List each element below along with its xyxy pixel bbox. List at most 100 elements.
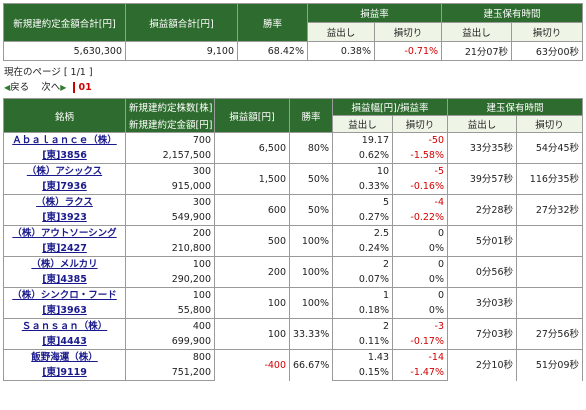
stock-code-link[interactable]: [東]7936 (42, 181, 87, 192)
stock-name-link[interactable]: （株）ラクス (36, 197, 93, 208)
summary-subheader-hold-profit: 益出し (441, 22, 513, 42)
table-row: （株）アウトソーシング 200 500 100% 2.5 0 5分01秒 (3, 225, 584, 257)
hold-loss-cell: 54分45秒 (515, 132, 584, 164)
shares-cell: 800 (125, 349, 215, 365)
back-arrow-icon: ◀ (4, 83, 11, 92)
stock-code-link[interactable]: [東]3963 (42, 305, 87, 316)
hold-profit-cell: 39分57秒 (447, 163, 517, 195)
amount-cell: 210,800 (125, 241, 215, 257)
pl-cell: 1,500 (214, 163, 290, 195)
pl-rate-profit-cell: 0.11% (332, 334, 393, 350)
amount-cell: 290,200 (125, 272, 215, 288)
summary-pl-rate-loss: -0.71% (373, 41, 443, 61)
win-rate-cell: 50% (289, 194, 333, 226)
table-row: [東]2427 210,800 0.24% 0% (3, 241, 583, 257)
stock-code-link[interactable]: [東]4443 (42, 336, 87, 347)
win-rate-cell: 80% (289, 132, 333, 164)
stock-name-link[interactable]: Ａｂａｌａｎｃｅ（株） (12, 135, 117, 146)
summary-subheader-hold-loss: 損切り (511, 22, 584, 42)
pl-width-profit-cell: 2 (332, 318, 393, 334)
page-number-current[interactable]: 01 (73, 82, 92, 93)
pl-width-loss-cell: -4 (392, 194, 448, 210)
pl-rate-loss-cell: -1.47% (392, 365, 448, 381)
table-row: （株）アシックス 300 1,500 50% 10 -5 39分57秒 116分35秒 (3, 163, 584, 195)
shares-cell: 300 (125, 194, 215, 210)
pl-cell: 600 (214, 194, 290, 226)
detail-subheader-profit: 益出し (332, 115, 393, 133)
summary-header-pl-rate: 損益率 (306, 3, 443, 23)
pl-width-loss-cell: 0 (392, 225, 448, 241)
shares-cell: 700 (125, 132, 215, 148)
table-row: Ｓａｎｓａｎ（株） 400 100 33.33% 2 -3 7分03秒 27分56秒 (3, 318, 584, 350)
win-rate-cell: 100% (289, 287, 333, 319)
detail-header-pl-width: 損益幅[円]/損益率 (332, 98, 448, 116)
detail-header-pl: 損益額[円] (214, 98, 290, 133)
stock-name-link[interactable]: （株）アウトソーシング (12, 228, 117, 239)
pl-width-loss-cell: 0 (392, 256, 448, 272)
stock-code-link[interactable]: [東]3923 (42, 212, 87, 223)
next-link[interactable]: 次へ (41, 82, 61, 93)
pl-width-loss-cell: -3 (392, 318, 448, 334)
pager: 現在のページ [ 1/1 ] ◀戻る 次へ▶ 01 (4, 66, 93, 94)
stock-code-link[interactable]: [東]3856 (42, 150, 87, 161)
pl-width-profit-cell: 1.43 (332, 349, 393, 365)
table-row: [東]3923 549,900 0.27% -0.22% (3, 210, 583, 226)
pl-width-profit-cell: 1 (332, 287, 393, 303)
summary-header-total-pl: 損益額合計[円] (125, 3, 238, 42)
win-rate-cell: 33.33% (289, 318, 333, 350)
stock-name-link[interactable]: （株）アシックス (26, 166, 103, 177)
table-row: [東]9119 751,200 0.15% -1.47% (3, 365, 583, 381)
pl-width-loss-cell: -14 (392, 349, 448, 365)
pl-rate-loss-cell: -0.17% (392, 334, 448, 350)
hold-loss-cell: 116分35秒 (515, 163, 584, 195)
win-rate-cell: 100% (289, 256, 333, 288)
pl-rate-profit-cell: 0.27% (332, 210, 393, 226)
stock-name-link[interactable]: 飯野海運（株） (31, 352, 98, 363)
shares-cell: 100 (125, 256, 215, 272)
win-rate-cell: 50% (289, 163, 333, 195)
back-link[interactable]: 戻る (10, 82, 30, 93)
stock-code-link[interactable]: [東]9119 (42, 367, 87, 378)
stock-name-link[interactable]: （株）シンクロ・フード (12, 290, 117, 301)
pl-rate-profit-cell: 0.24% (332, 241, 393, 257)
amount-cell: 55,800 (125, 303, 215, 319)
pl-rate-loss-cell: 0% (392, 272, 448, 288)
table-row: 飯野海運（株） 800 -400 66.67% 1.43 -14 2分10秒 51分09秒 (3, 349, 584, 381)
pl-rate-profit-cell: 0.62% (332, 148, 393, 164)
pl-rate-profit-cell: 0.15% (332, 365, 393, 381)
table-row: [東]4385 290,200 0.07% 0% (3, 272, 583, 288)
detail-table: 銘柄 新規建約定株数[株] 損益額[円] 勝率 損益幅[円]/損益率 建玉保有時… (3, 98, 584, 381)
summary-subheader-loss: 損切り (373, 22, 443, 42)
table-row: （株）シンクロ・フード 100 100 100% 1 0 3分03秒 (3, 287, 584, 319)
pl-cell: 100 (214, 318, 290, 350)
pl-width-profit-cell: 2.5 (332, 225, 393, 241)
table-row: （株）ラクス 300 600 50% 5 -4 2分28秒 27分32秒 (3, 194, 584, 226)
detail-body: Ａｂａｌａｎｃｅ（株） 700 6,500 80% 19.17 -50 33分35秒 54分4… (3, 132, 584, 381)
pl-rate-profit-cell: 0.18% (332, 303, 393, 319)
table-row: [東]4443 699,900 0.11% -0.17% (3, 334, 583, 350)
stock-name-link[interactable]: Ｓａｎｓａｎ（株） (21, 321, 108, 332)
hold-profit-cell: 5分01秒 (447, 225, 517, 257)
amount-cell: 2,157,500 (125, 148, 215, 164)
table-row: Ａｂａｌａｎｃｅ（株） 700 6,500 80% 19.17 -50 33分35秒 54分4… (3, 132, 584, 164)
amount-cell: 751,200 (125, 365, 215, 381)
stock-code-link[interactable]: [東]2427 (42, 243, 87, 254)
pl-width-profit-cell: 10 (332, 163, 393, 179)
amount-cell: 915,000 (125, 179, 215, 195)
hold-loss-cell (515, 256, 584, 288)
stock-code-link[interactable]: [東]4385 (42, 274, 87, 285)
detail-subheader-hold-loss: 損切り (515, 115, 584, 133)
hold-loss-cell: 27分56秒 (515, 318, 584, 350)
detail-header-stock: 銘柄 (3, 98, 126, 133)
summary-header-holding-time: 建玉保有時間 (441, 3, 584, 23)
stock-name-link[interactable]: （株）メルカリ (31, 259, 98, 270)
pl-width-profit-cell: 5 (332, 194, 393, 210)
win-rate-cell: 100% (289, 225, 333, 257)
hold-profit-cell: 7分03秒 (447, 318, 517, 350)
detail-subheader-loss: 損切り (392, 115, 448, 133)
pl-rate-loss-cell: 0% (392, 303, 448, 319)
hold-profit-cell: 2分10秒 (447, 349, 517, 381)
pl-rate-profit-cell: 0.07% (332, 272, 393, 288)
pl-cell: 200 (214, 256, 290, 288)
hold-profit-cell: 33分35秒 (447, 132, 517, 164)
